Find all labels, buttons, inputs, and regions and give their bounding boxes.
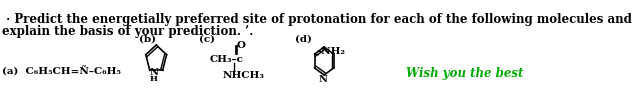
Text: –NH₂: –NH₂: [317, 47, 346, 56]
Text: (d): (d): [295, 35, 312, 44]
Text: H: H: [150, 75, 158, 83]
Text: (a)  C₆H₅CH=Ñ–C₆H₅: (a) C₆H₅CH=Ñ–C₆H₅: [3, 66, 121, 76]
Text: CH₃–c: CH₃–c: [209, 55, 243, 64]
Text: N: N: [318, 75, 327, 84]
Text: (b): (b): [139, 35, 156, 44]
Text: Wish you the best: Wish you the best: [406, 66, 523, 79]
Text: · Predict the energetially preferred site of protonation for each of the followi: · Predict the energetially preferred sit…: [3, 13, 632, 26]
Text: (c): (c): [199, 35, 215, 44]
Text: NHCH₃: NHCH₃: [223, 70, 265, 79]
Text: O: O: [237, 41, 245, 49]
Text: explain the basis of your prediction. ’.: explain the basis of your prediction. ’.: [3, 25, 254, 38]
Text: N: N: [149, 68, 158, 77]
